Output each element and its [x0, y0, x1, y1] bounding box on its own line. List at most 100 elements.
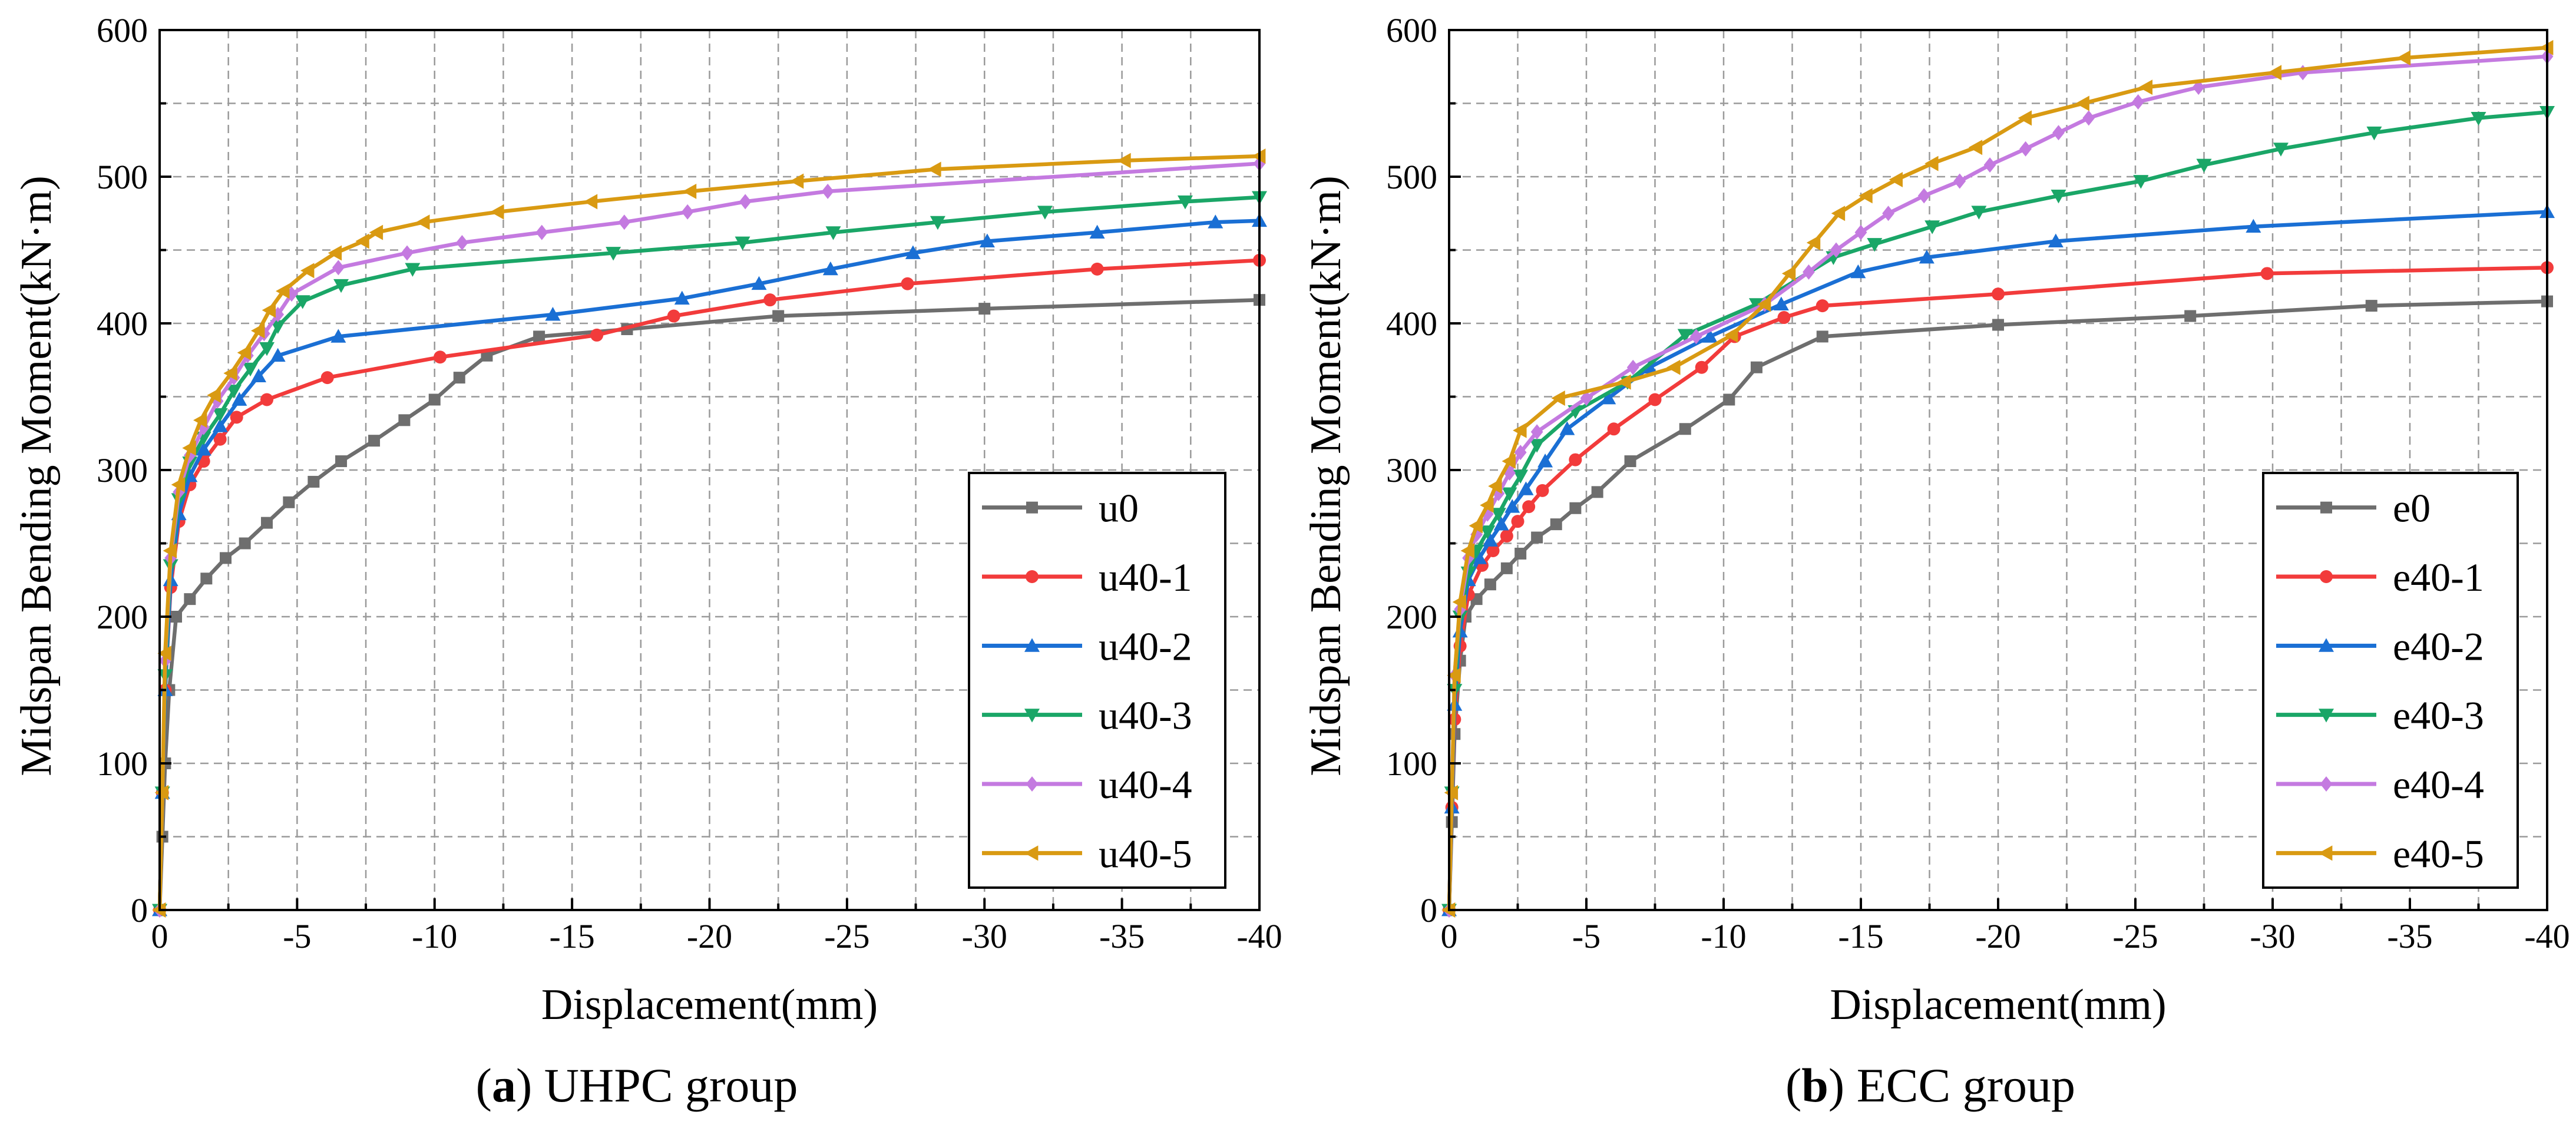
x-tick-label: -10 — [1701, 917, 1746, 955]
data-point-e40-3 — [2196, 158, 2212, 173]
data-point-u40-4 — [821, 183, 834, 199]
data-point-e40-5 — [1488, 478, 1502, 494]
data-point-e40-2 — [2246, 219, 2261, 233]
y-axis-title: Midspan Bending Moment(kN·m) — [1302, 176, 1350, 776]
data-point-u40-5 — [251, 323, 265, 339]
data-point-u0 — [428, 393, 441, 406]
data-point-u40-4 — [618, 214, 631, 230]
y-tick-label: 400 — [1386, 305, 1437, 343]
y-tick-label: 200 — [1386, 598, 1437, 636]
data-point-u0 — [398, 414, 411, 426]
x-tick-label: -15 — [1838, 917, 1883, 955]
data-point-e40-1 — [1569, 453, 1582, 466]
y-tick-label: 600 — [1386, 11, 1437, 49]
caption-ecc: (b) ECC group — [1785, 1058, 2075, 1112]
data-point-u40-5 — [262, 302, 276, 318]
data-point-u40-5 — [789, 173, 804, 189]
data-point-e40-5 — [1889, 171, 1903, 187]
legend-item-u40-4: u40-4 — [982, 762, 1192, 807]
data-point-u40-5 — [193, 412, 207, 428]
data-point-u0 — [220, 552, 232, 564]
data-point-e40-5 — [2267, 65, 2282, 81]
legend-box — [968, 472, 1226, 889]
ticks: 0 -5 -10 -15 -20 -25 -30 -35 -40 0 100 200 300 400 500… — [1386, 11, 2570, 955]
legend-item-e40-3: e40-3 — [2276, 693, 2484, 738]
legend-marker — [1024, 638, 1040, 652]
data-point-u40-1 — [901, 277, 914, 290]
y-tick-label: 500 — [97, 158, 148, 196]
data-point-e40-5 — [1757, 296, 1771, 312]
data-point-u0 — [453, 372, 465, 384]
x-tick-label: -15 — [549, 917, 594, 955]
data-point-e0 — [1750, 361, 1762, 373]
grid — [160, 30, 1259, 910]
data-point-u40-3 — [295, 295, 310, 309]
legend-label: u40-3 — [1099, 693, 1192, 738]
data-point-u40-2 — [822, 261, 838, 276]
data-point-u40-5 — [154, 785, 169, 800]
data-point-e40-5 — [2396, 50, 2411, 66]
data-point-u40-5 — [416, 214, 430, 230]
data-point-u40-3 — [735, 236, 750, 251]
data-point-u40-5 — [682, 183, 697, 199]
data-point-e40-5 — [1447, 667, 1461, 683]
data-point-u40-2 — [1208, 214, 1223, 229]
data-point-e40-5 — [1502, 454, 1516, 469]
y-tick-label: 0 — [131, 891, 148, 929]
data-point-e40-3 — [1502, 487, 1517, 501]
data-point-e40-3 — [1480, 525, 1496, 540]
data-point-e40-5 — [1513, 422, 1527, 438]
legend-label: u40-4 — [1099, 762, 1192, 807]
data-point-u0 — [200, 573, 213, 585]
data-point-u40-2 — [232, 392, 247, 406]
data-point-u0 — [283, 496, 295, 508]
data-point-u40-3 — [930, 216, 945, 230]
data-point-u40-2 — [251, 368, 267, 383]
legend-marker — [2320, 776, 2333, 792]
data-point-e40-3 — [2133, 175, 2149, 189]
legend-marker — [1024, 845, 1039, 861]
data-point-e40-3 — [1867, 238, 1883, 252]
data-point-u40-2 — [979, 233, 995, 247]
data-point-e40-1 — [1486, 544, 1500, 557]
data-point-u40-2 — [751, 276, 767, 290]
data-point-e40-1 — [1500, 530, 1513, 543]
data-point-e40-4 — [1580, 390, 1593, 406]
data-point-e40-4 — [1514, 445, 1527, 461]
data-point-u40-4 — [739, 194, 752, 210]
data-point-e40-4 — [2082, 110, 2095, 126]
data-point-u0 — [368, 435, 381, 447]
y-tick-label: 300 — [1386, 451, 1437, 489]
legend-marker — [2319, 709, 2334, 723]
data-point-u40-1 — [1090, 262, 1104, 276]
data-point-e0 — [1514, 547, 1527, 560]
data-point-u40-3 — [243, 362, 259, 377]
data-point-u40-3 — [259, 342, 275, 356]
legend-box — [2262, 472, 2519, 889]
data-point-e40-3 — [1924, 220, 1940, 234]
data-point-e0 — [1679, 423, 1691, 435]
data-point-u40-2 — [270, 348, 286, 362]
data-point-e40-2 — [1773, 296, 1789, 311]
legend-item-u0: u0 — [982, 486, 1139, 531]
data-point-e40-5 — [1806, 235, 1821, 251]
data-point-e40-4 — [1530, 424, 1543, 440]
legend-marker — [2320, 570, 2333, 583]
grid — [1449, 30, 2547, 910]
data-point-e40-2 — [1504, 499, 1520, 513]
x-tick-label: -20 — [687, 917, 732, 955]
legend-label: u40-1 — [1099, 555, 1192, 600]
caption-uhpc: (a) UHPC group — [476, 1058, 798, 1112]
data-point-e0 — [2184, 310, 2197, 322]
data-point-u40-5 — [369, 224, 383, 240]
data-point-u40-5 — [223, 365, 237, 381]
data-point-e40-1 — [1816, 299, 1829, 313]
data-point-u40-3 — [1037, 206, 1053, 220]
data-point-u40-5 — [276, 283, 290, 299]
data-point-e40-2 — [1850, 264, 1866, 279]
y-tick-label: 600 — [97, 11, 148, 49]
data-point-u0 — [978, 303, 991, 315]
data-point-e0 — [2365, 300, 2377, 312]
data-point-e40-4 — [1983, 157, 1996, 173]
